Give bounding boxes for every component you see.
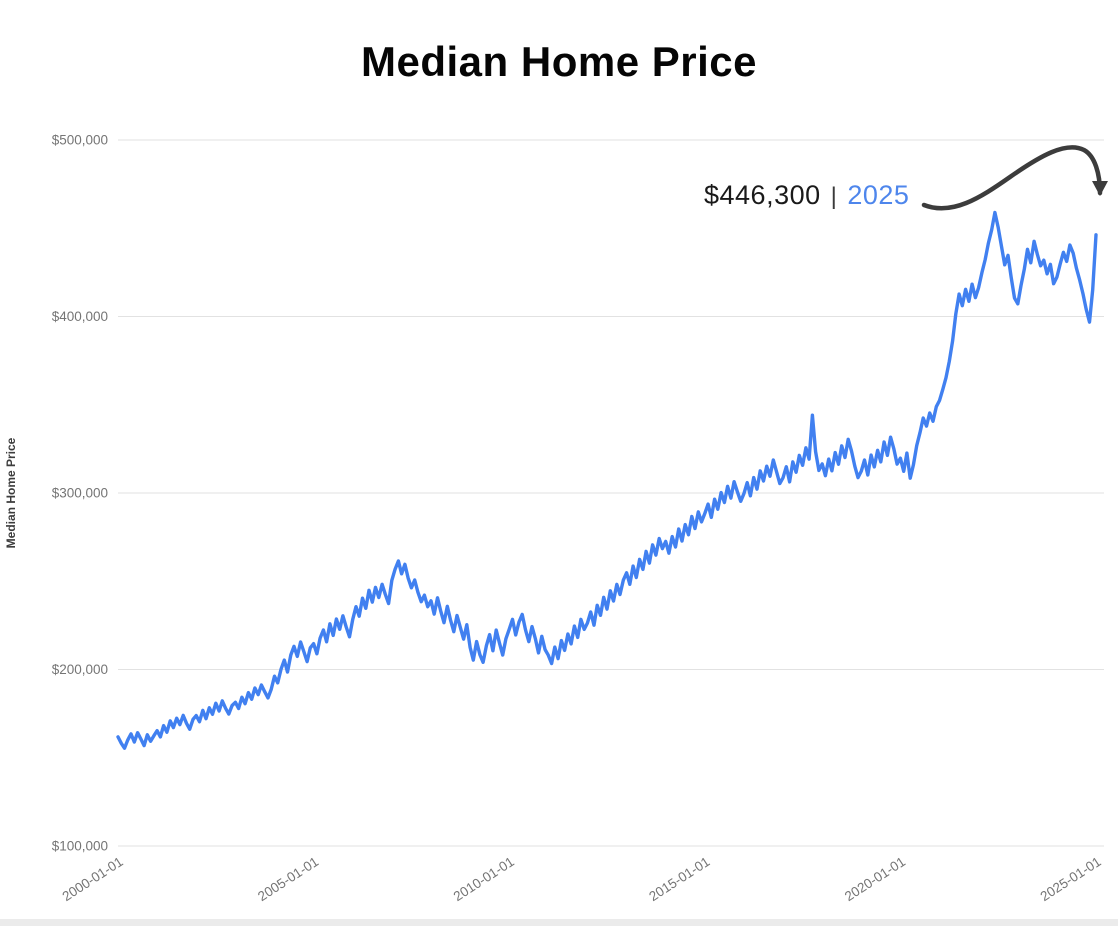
x-tick-label: 2025-01-01: [1038, 854, 1104, 904]
chart-title: Median Home Price: [361, 38, 757, 85]
x-tick-label: 2005-01-01: [255, 854, 321, 904]
y-axis-tick-labels: $100,000 $200,000 $300,000 $400,000 $500,000: [52, 133, 108, 854]
x-tick-label: 2010-01-01: [451, 854, 517, 904]
x-tick-label: 2000-01-01: [60, 854, 126, 904]
latest-price-annotation: $446,300 | 2025: [704, 180, 909, 211]
bottom-divider: [0, 919, 1118, 926]
annotation-separator: |: [830, 183, 838, 210]
y-tick-label: $100,000: [52, 839, 108, 854]
price-line-series: [116, 210, 1098, 750]
annotation-arrow: [921, 145, 1108, 211]
x-axis-tick-labels: 2000-01-01 2005-01-01 2010-01-01 2015-01-01…: [60, 854, 1104, 904]
y-tick-label: $500,000: [52, 133, 108, 148]
y-tick-label: $200,000: [52, 662, 108, 677]
x-tick-label: 2015-01-01: [646, 854, 712, 904]
annotation-price: $446,300: [704, 180, 821, 210]
y-tick-label: $300,000: [52, 486, 108, 501]
annotation-year: 2025: [847, 180, 910, 210]
y-tick-label: $400,000: [52, 309, 108, 324]
gridlines: [118, 139, 1104, 847]
x-tick-label: 2020-01-01: [842, 854, 908, 904]
